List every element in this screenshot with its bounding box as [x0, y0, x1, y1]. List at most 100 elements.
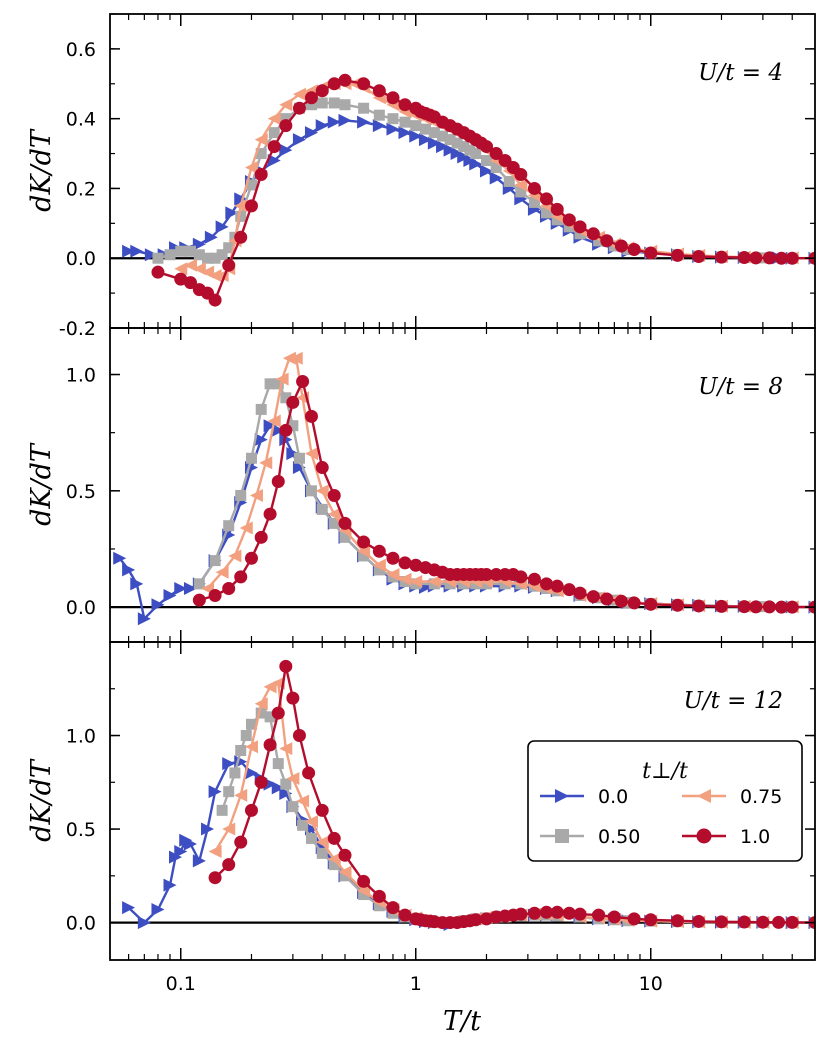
data-point-0.0 [489, 171, 503, 185]
data-point-0.0 [192, 854, 206, 868]
data-point-1.0 [386, 901, 400, 915]
data-point-0.75 [338, 865, 352, 879]
panel-3: 0.0 0.5 1.0 U/t = 12 [66, 641, 816, 961]
legend-label: 0.75 [740, 786, 782, 808]
data-point-0.50 [152, 252, 164, 264]
data-point-0.50 [528, 196, 540, 208]
data-point-0.50 [316, 847, 328, 859]
legend-swatch-marker [555, 829, 569, 843]
data-point-0.50 [175, 245, 187, 257]
y-tick-label: 0.0 [66, 597, 96, 619]
data-point-0.50 [245, 452, 257, 464]
data-point-0.50 [255, 403, 267, 415]
data-point-1.0 [756, 915, 770, 929]
panel-label: U/t = 4 [698, 60, 783, 86]
data-point-0.50 [358, 889, 370, 901]
data-point-1.0 [234, 570, 248, 584]
data-point-0.0 [204, 230, 218, 244]
data-point-0.50 [245, 179, 257, 191]
data-point-1.0 [644, 597, 658, 611]
data-point-0.50 [563, 221, 575, 233]
data-point-0.75 [372, 558, 386, 572]
data-point-0.0 [174, 582, 188, 596]
data-point-0.0 [183, 582, 197, 596]
data-point-0.50 [373, 900, 385, 912]
legend-swatch-marker [697, 789, 711, 803]
data-point-0.50 [216, 804, 228, 816]
data-point-1.0 [263, 507, 277, 521]
data-point-0.75 [289, 351, 303, 365]
data-point-0.50 [235, 744, 247, 756]
data-point-1.0 [762, 600, 776, 614]
data-point-0.0 [137, 916, 151, 930]
data-point-1.0 [357, 535, 371, 549]
data-point-1.0 [327, 831, 341, 845]
data-point-1.0 [573, 907, 587, 921]
data-point-1.0 [573, 586, 587, 600]
data-point-0.75 [249, 488, 263, 502]
data-point-1.0 [527, 572, 541, 586]
series-line-1.0 [157, 79, 815, 302]
data-point-0.50 [328, 517, 340, 529]
data-point-1.0 [183, 276, 197, 290]
data-point-0.75 [239, 521, 253, 535]
data-point-0.75 [514, 178, 528, 192]
data-point-0.75 [234, 199, 248, 213]
data-point-0.75 [267, 112, 281, 126]
data-point-1.0 [304, 91, 318, 105]
data-point-1.0 [208, 871, 222, 885]
y-axis-label-top: dK/dT [26, 128, 57, 212]
data-point-0.75 [215, 565, 229, 579]
y-axis-label-bottom: dK/dT [26, 758, 57, 842]
data-point-0.0 [292, 133, 306, 147]
data-point-0.0 [286, 447, 300, 461]
data-point-0.50 [305, 99, 317, 111]
data-point-0.50 [193, 578, 205, 590]
panel-2: 0.0 0.5 1.0 U/t = 8 [66, 327, 816, 643]
data-point-0.0 [234, 192, 248, 206]
data-point-0.50 [328, 97, 340, 109]
data-point-1.0 [234, 835, 248, 849]
data-point-0.50 [209, 252, 221, 264]
data-point-0.50 [490, 162, 502, 174]
data-point-1.0 [644, 246, 658, 260]
data-point-0.50 [287, 420, 299, 432]
data-point-0.0 [292, 461, 306, 475]
data-point-1.0 [692, 599, 706, 613]
data-point-0.75 [228, 549, 242, 563]
data-point-0.50 [193, 249, 205, 261]
data-point-1.0 [208, 293, 222, 307]
series-group [113, 351, 815, 626]
data-point-0.50 [184, 245, 196, 257]
data-point-0.0 [450, 147, 464, 161]
data-point-1.0 [315, 461, 329, 475]
data-point-0.50 [264, 378, 276, 390]
data-point-1.0 [785, 600, 799, 614]
data-point-0.75 [327, 507, 341, 521]
y-tick-label: 0.0 [66, 913, 96, 935]
data-point-0.75 [279, 98, 293, 112]
data-point-0.50 [223, 786, 235, 798]
data-point-0.50 [358, 550, 370, 562]
data-point-0.75 [259, 456, 273, 470]
data-point-1.0 [562, 583, 576, 597]
data-point-1.0 [772, 915, 786, 929]
data-point-0.0 [122, 901, 136, 915]
data-point-0.50 [209, 555, 221, 567]
data-point-1.0 [254, 167, 268, 181]
data-point-0.50 [470, 148, 482, 160]
data-point-0.75 [244, 161, 258, 175]
data-point-1.0 [737, 600, 751, 614]
legend-label: 0.0 [598, 786, 628, 808]
data-point-0.50 [297, 819, 309, 831]
axes-frame [109, 641, 816, 961]
data-point-0.50 [574, 228, 586, 240]
data-point-0.0 [443, 143, 457, 157]
data-point-0.50 [328, 859, 340, 871]
data-point-0.0 [144, 248, 158, 262]
data-point-0.50 [240, 730, 252, 742]
data-point-0.75 [296, 794, 310, 808]
data-point-1.0 [539, 192, 553, 206]
data-point-1.0 [296, 374, 310, 388]
data-point-0.0 [338, 113, 352, 127]
